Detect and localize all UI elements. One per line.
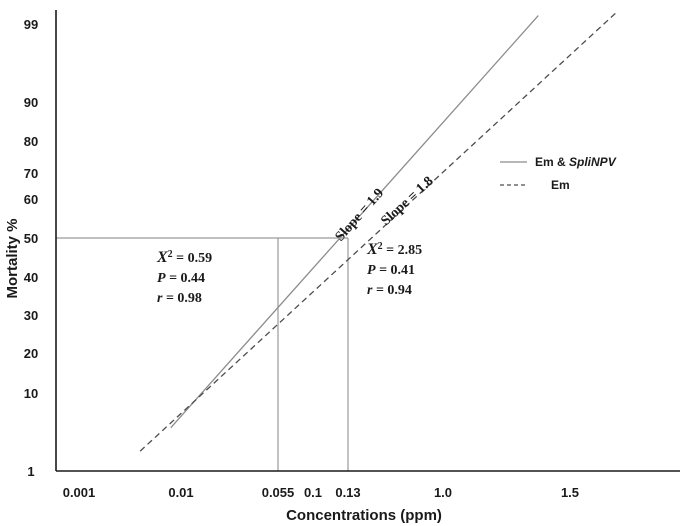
y-tick-label: 60 <box>24 192 38 207</box>
p-value-stat-2: P = 0.41 <box>367 263 415 278</box>
x-tick-label: 1.5 <box>561 485 579 500</box>
y-tick-label: 20 <box>24 346 38 361</box>
x-tick-label: 0.001 <box>63 485 96 500</box>
y-tick-label: 70 <box>24 166 38 181</box>
y-tick-labels: 99 90 80 70 60 50 40 30 20 10 1 <box>24 17 38 479</box>
r-value-stat-2: r = 0.94 <box>367 283 412 298</box>
series-lines <box>139 12 617 452</box>
chi-square-stat-2: X2 = 2.85 <box>366 241 422 259</box>
slope-label-1: Slope = 1.9 <box>333 186 388 245</box>
y-tick-label: 50 <box>24 231 38 246</box>
r-value-stat-1: r = 0.98 <box>157 291 202 306</box>
x-axis-title: Concentrations (ppm) <box>286 507 442 524</box>
series-line-2 <box>139 12 617 452</box>
y-tick-label: 99 <box>24 17 38 32</box>
y-tick-label: 30 <box>24 308 38 323</box>
x-tick-label: 0.1 <box>304 485 322 500</box>
legend-label-1: Em & SpliNPV <box>535 155 617 169</box>
x-tick-label: 1.0 <box>434 485 452 500</box>
x-tick-labels: 0.001 0.01 0.055 0.1 0.13 1.0 1.5 <box>63 485 579 500</box>
p-value-stat-1: P = 0.44 <box>157 271 205 286</box>
x-tick-label: 0.01 <box>168 485 193 500</box>
legend-label-2: Em <box>551 178 570 192</box>
series-line-1 <box>170 15 539 429</box>
x-tick-label: 0.13 <box>335 485 360 500</box>
chi-square-stat-1: X2 = 0.59 <box>156 249 212 267</box>
legend: Em & SpliNPV Em <box>500 155 617 192</box>
x-tick-label: 0.055 <box>262 485 295 500</box>
y-tick-label: 10 <box>24 386 38 401</box>
axes <box>55 10 680 472</box>
y-tick-label: 1 <box>27 464 34 479</box>
slope-label-2: Slope = 1.8 <box>378 174 436 229</box>
reference-lines <box>56 237 349 471</box>
y-axis-title: Mortality % <box>4 218 21 298</box>
y-tick-label: 90 <box>24 95 38 110</box>
y-tick-label: 40 <box>24 270 38 285</box>
y-tick-label: 80 <box>24 134 38 149</box>
